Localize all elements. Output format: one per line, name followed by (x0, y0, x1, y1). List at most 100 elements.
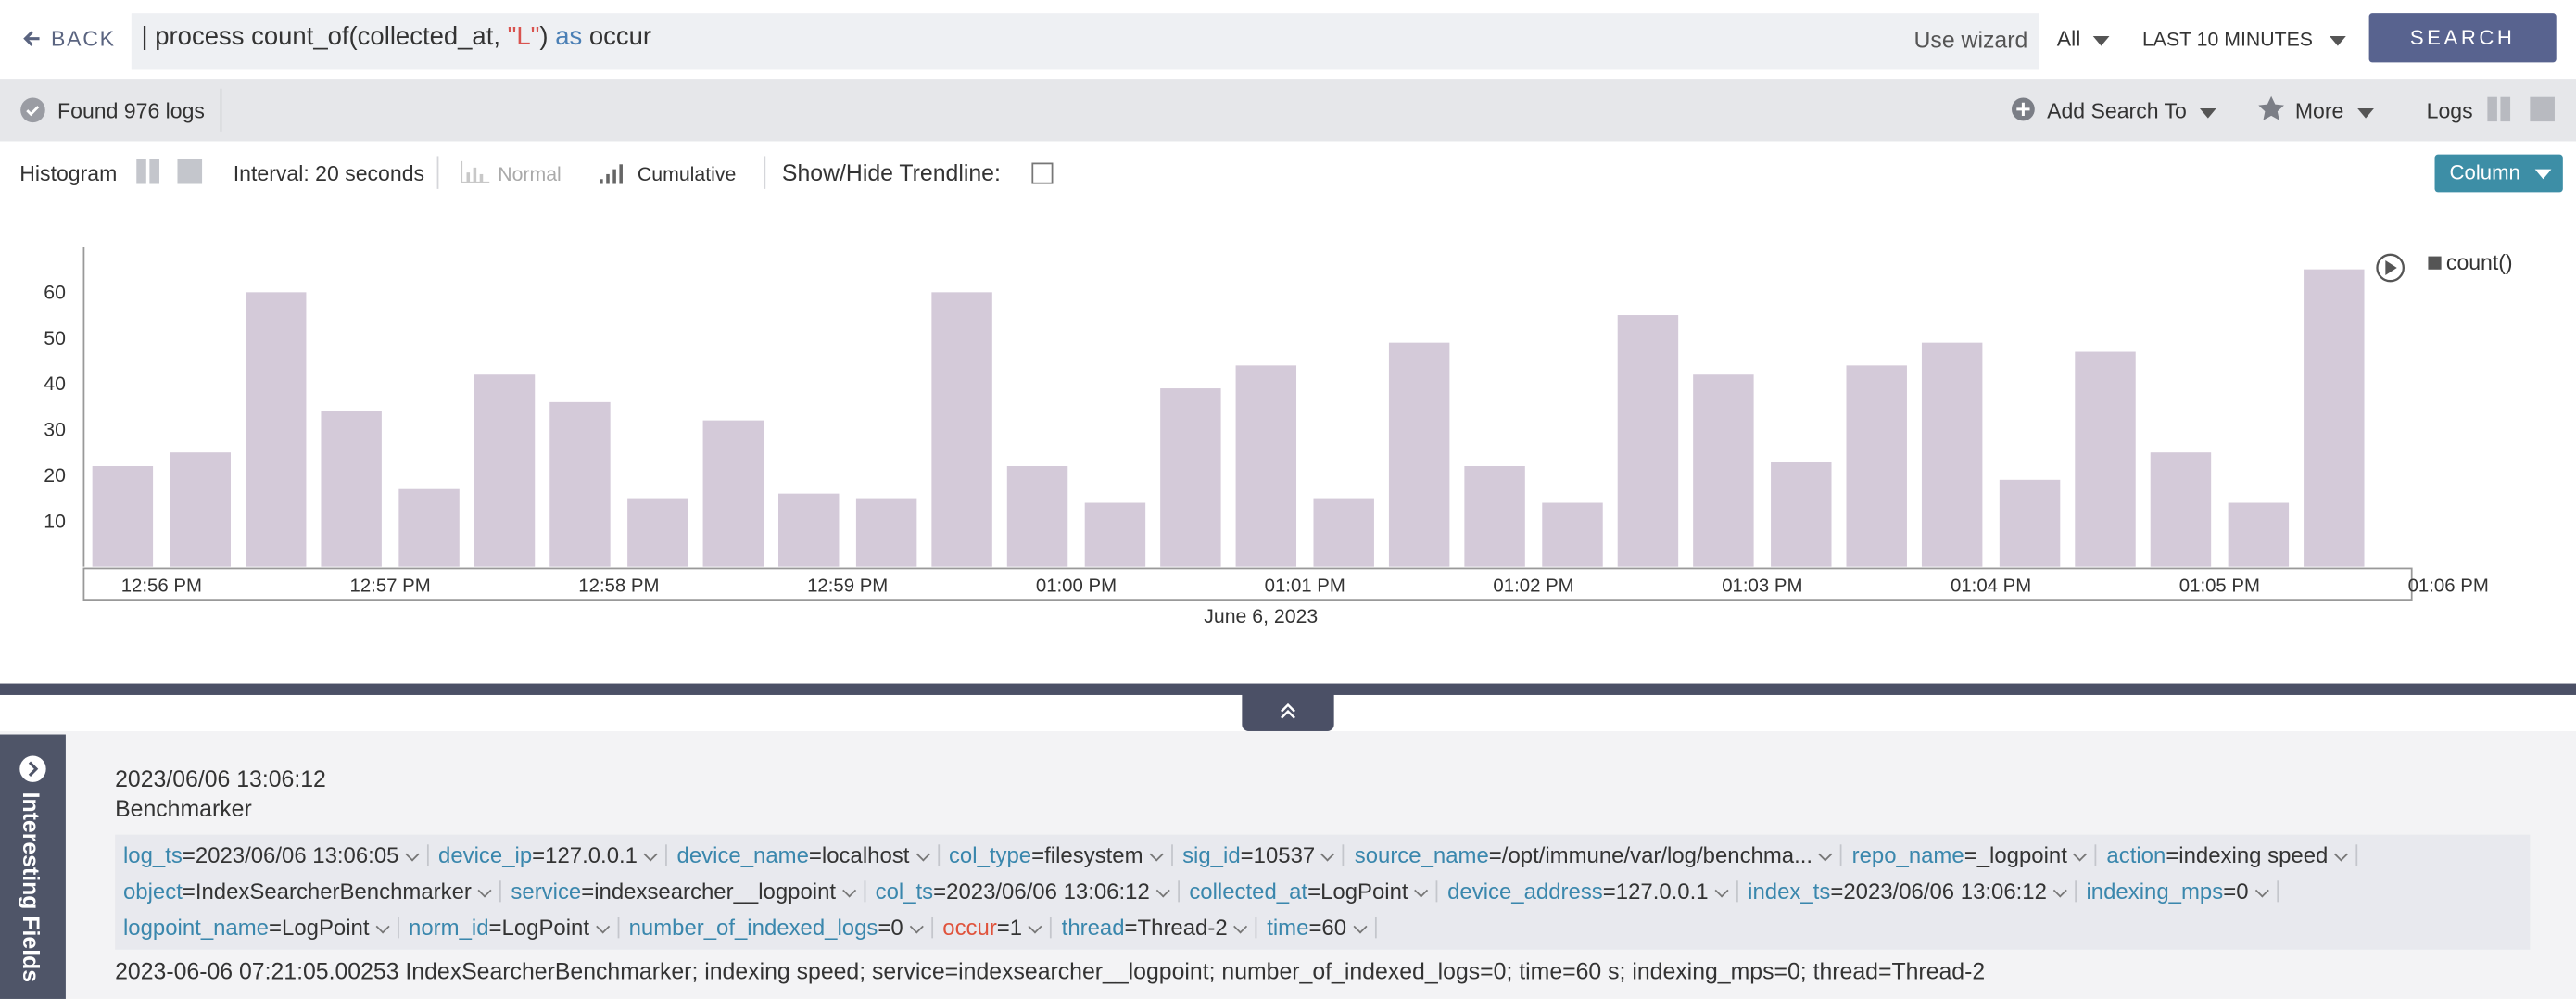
field-value: LogPoint (282, 915, 370, 941)
field[interactable]: service=indexsearcher__logpoint (511, 880, 865, 903)
bar (1999, 479, 2061, 567)
back-button[interactable]: BACK (23, 26, 116, 51)
divider (436, 156, 439, 189)
field-menu (1233, 919, 1248, 934)
x-tick-label: 01:02 PM (1493, 575, 1573, 596)
field-value: 60 (1321, 915, 1347, 941)
field[interactable]: object=IndexSearcherBenchmarker (123, 879, 501, 904)
field[interactable]: collected_at=LogPoint (1189, 880, 1438, 903)
add-search-label: Add Search To (2047, 98, 2187, 123)
field[interactable]: thread=Thread-2 (1061, 915, 1257, 941)
y-tick-label: 50 (44, 327, 66, 349)
check-icon (20, 97, 45, 123)
field-menu (2254, 883, 2269, 898)
field[interactable]: repo_name=_logpoint (1852, 844, 2097, 866)
cumulative-option[interactable]: Cumulative (637, 162, 737, 186)
more-menu[interactable]: More (2295, 98, 2374, 123)
legend-label: count() (2446, 250, 2513, 274)
field[interactable]: indexing_mps=0 (2086, 879, 2279, 904)
back-label: BACK (50, 26, 116, 51)
field-key: device_address (1447, 879, 1603, 904)
field[interactable]: occur=1 (942, 917, 1053, 939)
field-assign: = (1240, 842, 1254, 868)
bar (1771, 462, 1832, 567)
time-range[interactable]: LAST 10 MINUTES (2142, 28, 2346, 51)
field-menu (405, 847, 420, 862)
caret (2200, 107, 2216, 118)
field-value: 10537 (1253, 842, 1316, 868)
field-key: indexing_mps (2086, 879, 2224, 904)
histogram-icons[interactable] (136, 158, 205, 184)
field-assign: = (182, 879, 196, 904)
bar (2150, 452, 2212, 567)
bar (321, 411, 382, 567)
y-tick-label: 40 (44, 373, 66, 395)
field[interactable]: time=60 (1267, 915, 1376, 941)
play-icon (2385, 260, 2397, 275)
sidebar-toggle[interactable] (19, 754, 48, 784)
field[interactable]: log_ts=2023/06/06 13:06:05 (123, 844, 429, 866)
field-assign: = (878, 915, 891, 941)
log-source: Benchmarker (115, 795, 252, 822)
collapse-icon (1281, 702, 1295, 719)
field-value: 2023/06/06 13:06:12 (946, 879, 1150, 904)
time-range-label: LAST 10 MINUTES (2141, 28, 2313, 51)
bar (778, 493, 840, 567)
add-search-to[interactable]: Add Search To (2047, 98, 2216, 123)
field-assign: = (2166, 842, 2179, 868)
field[interactable]: logpoint_name=LogPoint (122, 915, 399, 941)
field-menu (915, 847, 930, 862)
column-button[interactable]: Column (2434, 154, 2563, 193)
field-menu (1352, 919, 1367, 934)
field-menu (2073, 847, 2088, 862)
status-bar (0, 79, 2576, 142)
caret (2356, 107, 2374, 118)
view-icons[interactable] (2487, 96, 2559, 122)
field[interactable]: col_ts=2023/06/06 13:06:12 (876, 879, 1180, 904)
field-key: logpoint_name (122, 915, 270, 941)
divider (764, 156, 766, 189)
field[interactable]: action=indexing speed (2106, 842, 2358, 868)
field[interactable]: col_type=filesystem (949, 844, 1173, 866)
query-input[interactable] (131, 13, 2039, 70)
field[interactable]: number_of_indexed_logs=0 (629, 915, 933, 941)
field[interactable]: sig_id=10537 (1182, 844, 1345, 866)
field-menu (2052, 883, 2067, 898)
query-token: occur (582, 22, 652, 51)
histogram-chart: 10 20 30 40 50 60 12:56 PM 12:57 PM 12:58 PM 12:5… (44, 246, 2513, 627)
field-menu (595, 919, 610, 934)
x-tick-label: 01:06 PM (2408, 575, 2489, 596)
field[interactable]: device_ip=127.0.0.1 (438, 844, 667, 866)
y-tick-label: 10 (44, 510, 66, 532)
field-menu (1149, 847, 1164, 862)
bar (2075, 351, 2136, 567)
x-tick-label: 01:03 PM (1722, 575, 1802, 596)
query-token: as (555, 22, 583, 51)
x-axis-title: June 6, 2023 (1204, 605, 1318, 627)
field-value: indexing speed (2178, 842, 2329, 868)
x-tick-label: 01:04 PM (1951, 575, 2031, 596)
field-menu (477, 883, 492, 898)
normal-option[interactable]: Normal (498, 162, 562, 186)
field[interactable]: device_address=127.0.0.1 (1447, 879, 1738, 904)
field-key: source_name (1354, 842, 1489, 868)
field-value: 0 (890, 915, 903, 941)
y-tick-label: 20 (44, 464, 66, 487)
field[interactable]: norm_id=LogPoint (409, 917, 619, 939)
field-list: log_ts=2023/06/06 13:06:05 device_ip=127.… (115, 834, 2531, 950)
field-menu (1818, 847, 1833, 862)
field-menu (375, 919, 390, 934)
collapse-tab[interactable] (1242, 689, 1334, 731)
play-button[interactable] (2376, 253, 2405, 283)
field[interactable]: index_ts=2023/06/06 13:06:12 (1748, 880, 2077, 903)
query-token: | process count_of(collected_at, (141, 22, 508, 51)
repo-select[interactable]: All (2057, 26, 2111, 51)
field-key: thread (1061, 915, 1125, 941)
use-wizard[interactable]: Use wizard (1913, 26, 2028, 53)
field[interactable]: source_name=/opt/immune/var/log/benchma.… (1355, 844, 1842, 866)
trendline-checkbox[interactable] (1031, 162, 1054, 184)
search-button[interactable]: SEARCH (2368, 13, 2557, 63)
bar (549, 401, 611, 567)
field[interactable]: device_name=localhost (677, 844, 940, 866)
x-tick-label: 12:59 PM (807, 575, 888, 596)
